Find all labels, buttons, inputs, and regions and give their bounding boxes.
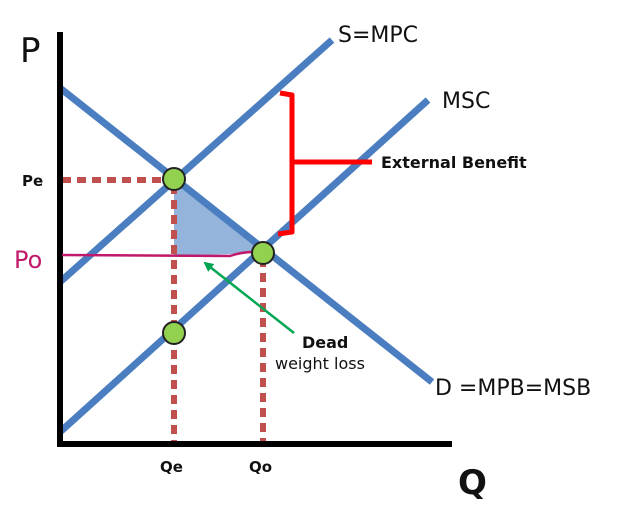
x-axis-label: Q bbox=[458, 463, 487, 503]
deadweight-label-line1: Dead bbox=[302, 333, 348, 352]
demand-curve bbox=[57, 85, 435, 385]
qo-tick-label: Qo bbox=[249, 458, 272, 476]
msc-curve bbox=[57, 97, 431, 435]
deadweight-label-line2: weight loss bbox=[275, 354, 365, 373]
msc-curve-label: MSC bbox=[442, 89, 490, 114]
external-benefit-bracket bbox=[277, 90, 372, 237]
pe-tick-label: Pe bbox=[22, 172, 43, 190]
y-axis-label: P bbox=[20, 31, 41, 71]
demand-curve-label: D =MPB=MSB bbox=[435, 376, 591, 401]
supply-curve-label: S=MPC bbox=[338, 23, 418, 48]
equilibrium-point-market bbox=[162, 167, 186, 191]
po-tick-label: Po bbox=[14, 246, 42, 274]
equilibrium-point-optimal bbox=[251, 241, 275, 265]
external-benefit-label: External Benefit bbox=[381, 153, 527, 172]
qe-tick-label: Qe bbox=[160, 458, 183, 476]
deadweight-arrow bbox=[203, 261, 295, 334]
msc-point-at-qe bbox=[162, 321, 186, 345]
supply-curve bbox=[57, 37, 335, 285]
